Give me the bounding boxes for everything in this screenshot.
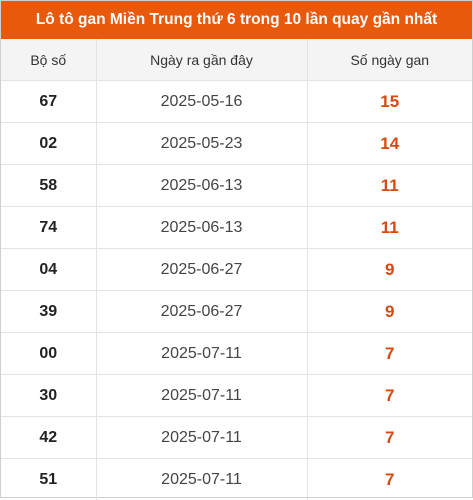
table-row: 02 2025-05-23 14 (1, 123, 472, 165)
widget-title: Lô tô gan Miền Trung thứ 6 trong 10 lần … (1, 1, 472, 39)
header-row: Bộ số Ngày ra gần đây Số ngày gan (1, 39, 472, 81)
row-gan-days: 7 (307, 417, 472, 459)
row-number: 74 (1, 207, 96, 249)
row-number: 67 (1, 81, 96, 123)
row-last-date: 2025-07-11 (96, 375, 307, 417)
table-row: 39 2025-06-27 9 (1, 291, 472, 333)
row-number: 30 (1, 375, 96, 417)
row-last-date: 2025-07-11 (96, 417, 307, 459)
row-number: 04 (1, 249, 96, 291)
lo-gan-table: Bộ số Ngày ra gần đây Số ngày gan 67 202… (1, 39, 472, 500)
row-gan-days: 14 (307, 123, 472, 165)
row-gan-days: 11 (307, 165, 472, 207)
row-last-date: 2025-07-11 (96, 333, 307, 375)
table-header: Bộ số Ngày ra gần đây Số ngày gan (1, 39, 472, 81)
row-gan-days: 15 (307, 81, 472, 123)
row-number: 02 (1, 123, 96, 165)
table-body: 67 2025-05-16 15 02 2025-05-23 14 58 202… (1, 81, 472, 500)
table-row: 74 2025-06-13 11 (1, 207, 472, 249)
table-row: 30 2025-07-11 7 (1, 375, 472, 417)
table-row: 42 2025-07-11 7 (1, 417, 472, 459)
row-number: 42 (1, 417, 96, 459)
row-gan-days: 7 (307, 459, 472, 500)
table-row: 58 2025-06-13 11 (1, 165, 472, 207)
row-last-date: 2025-07-11 (96, 459, 307, 500)
row-last-date: 2025-05-23 (96, 123, 307, 165)
row-gan-days: 7 (307, 375, 472, 417)
row-number: 00 (1, 333, 96, 375)
row-number: 39 (1, 291, 96, 333)
row-last-date: 2025-06-13 (96, 165, 307, 207)
table-row: 51 2025-07-11 7 (1, 459, 472, 500)
row-gan-days: 7 (307, 333, 472, 375)
row-last-date: 2025-06-27 (96, 291, 307, 333)
row-gan-days: 9 (307, 249, 472, 291)
row-last-date: 2025-06-13 (96, 207, 307, 249)
row-gan-days: 9 (307, 291, 472, 333)
column-header-gan-days: Số ngày gan (307, 39, 472, 81)
row-number: 58 (1, 165, 96, 207)
column-header-number: Bộ số (1, 39, 96, 81)
row-last-date: 2025-05-16 (96, 81, 307, 123)
table-row: 00 2025-07-11 7 (1, 333, 472, 375)
table-row: 04 2025-06-27 9 (1, 249, 472, 291)
row-number: 51 (1, 459, 96, 500)
table-row: 67 2025-05-16 15 (1, 81, 472, 123)
row-gan-days: 11 (307, 207, 472, 249)
row-last-date: 2025-06-27 (96, 249, 307, 291)
column-header-last-date: Ngày ra gần đây (96, 39, 307, 81)
